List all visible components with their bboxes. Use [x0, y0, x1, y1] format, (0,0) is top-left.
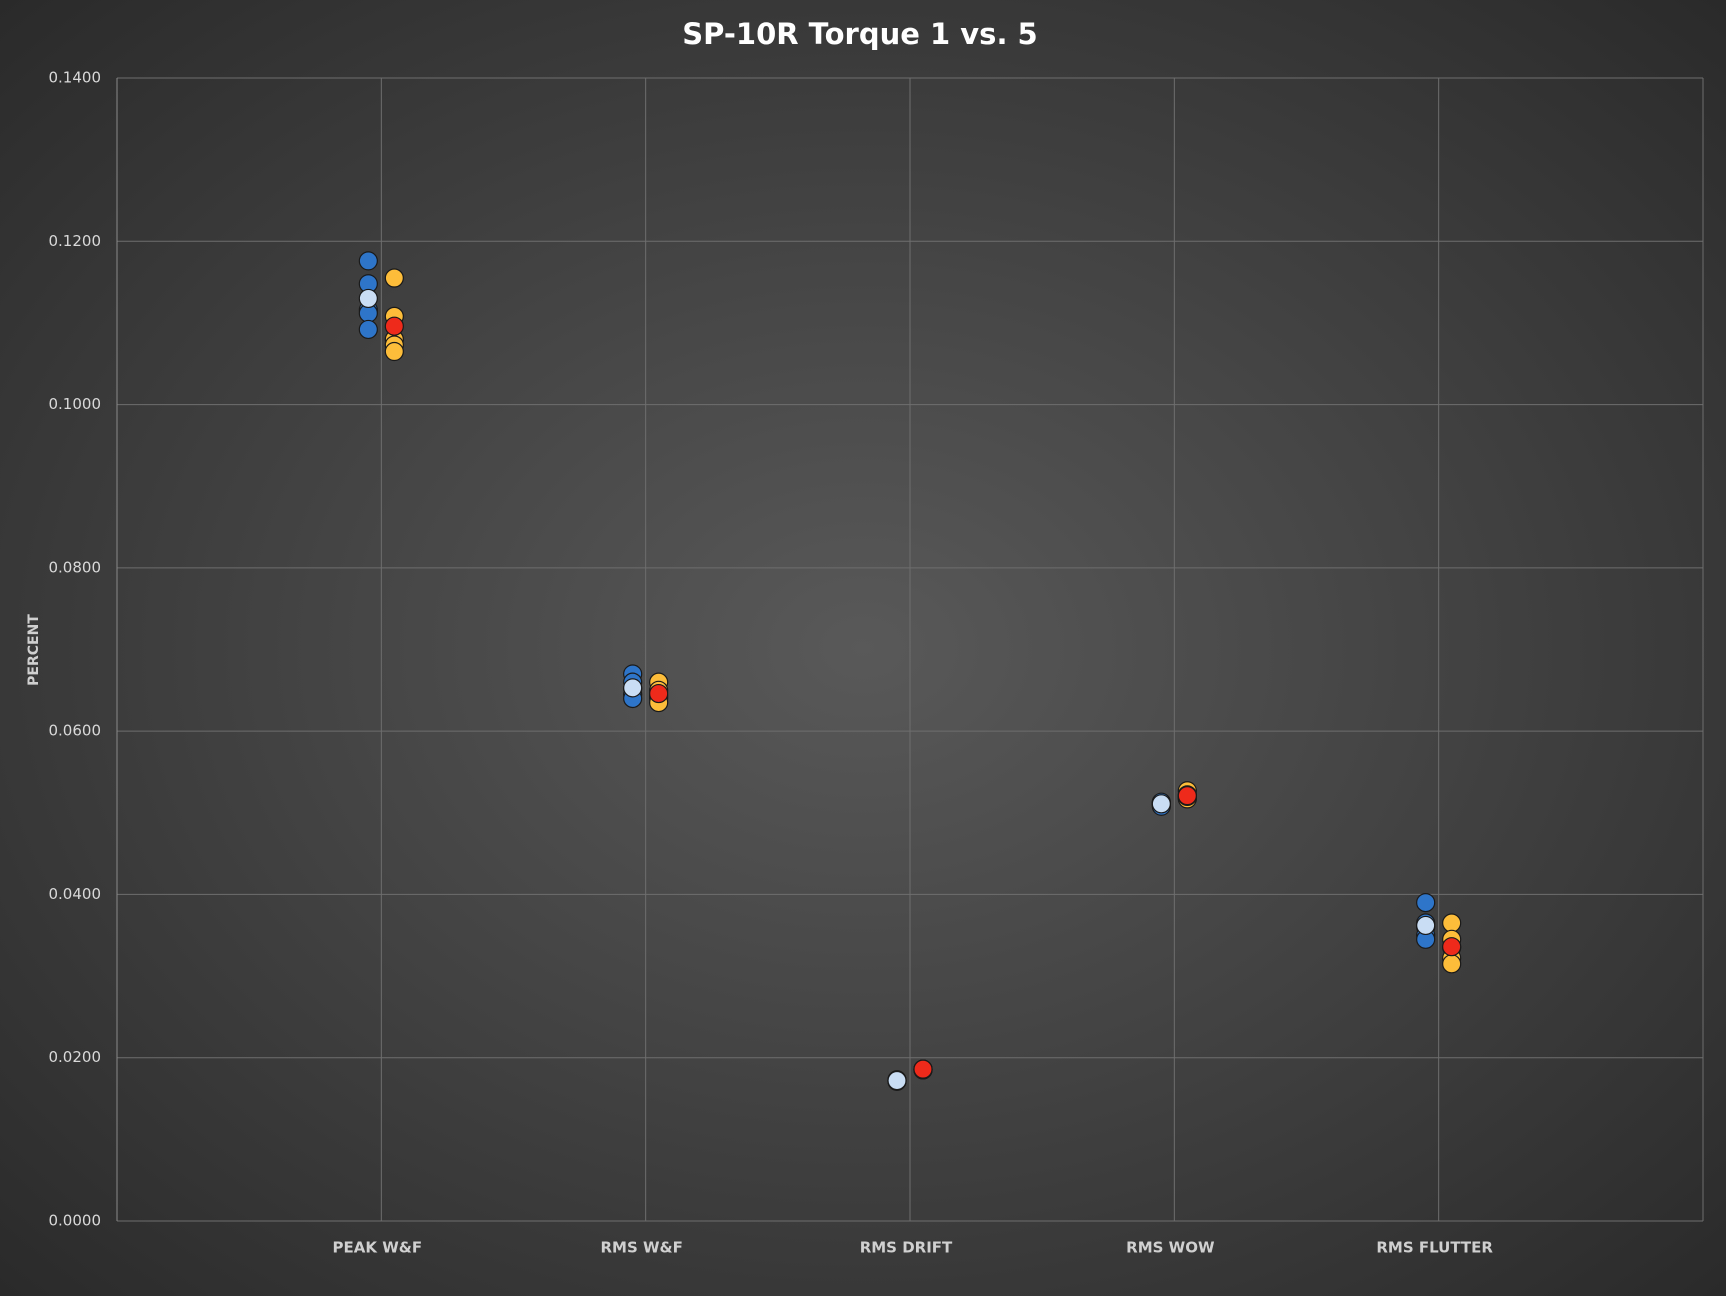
data-point — [1442, 954, 1462, 974]
x-tick-label: PEAK W&F — [333, 1239, 423, 1257]
data-point — [384, 316, 404, 336]
data-point — [358, 288, 378, 309]
y-tick-label: 0.0800 — [49, 558, 102, 576]
data-point — [1177, 786, 1197, 806]
y-tick-label: 0.0000 — [49, 1212, 102, 1230]
y-tick-label: 0.0400 — [49, 885, 102, 903]
data-point — [384, 341, 404, 362]
data-point — [623, 678, 643, 698]
y-tick-label: 0.0200 — [49, 1048, 102, 1066]
x-tick-label: RMS DRIFT — [860, 1239, 953, 1257]
y-tick-label: 0.1400 — [49, 69, 102, 87]
data-point — [358, 319, 378, 340]
x-tick-label: RMS WOW — [1126, 1239, 1215, 1257]
x-tick-label: RMS W&F — [600, 1239, 682, 1257]
chart-title: SP-10R Torque 1 vs. 5 — [682, 17, 1038, 51]
data-point — [913, 1059, 933, 1079]
data-point — [1151, 794, 1171, 814]
data-point — [649, 683, 669, 704]
y-axis-label: PERCENT — [26, 614, 42, 686]
y-tick-label: 0.1200 — [49, 232, 102, 250]
data-point — [1442, 937, 1462, 957]
data-point — [1416, 892, 1436, 913]
data-point — [384, 268, 404, 288]
data-point — [1442, 913, 1462, 933]
data-point — [358, 251, 378, 271]
x-tick-label: RMS FLUTTER — [1376, 1239, 1493, 1257]
y-tick-label: 0.0600 — [49, 722, 102, 740]
data-point — [1416, 915, 1436, 936]
y-tick-label: 0.1000 — [49, 395, 102, 413]
data-point — [887, 1070, 907, 1091]
